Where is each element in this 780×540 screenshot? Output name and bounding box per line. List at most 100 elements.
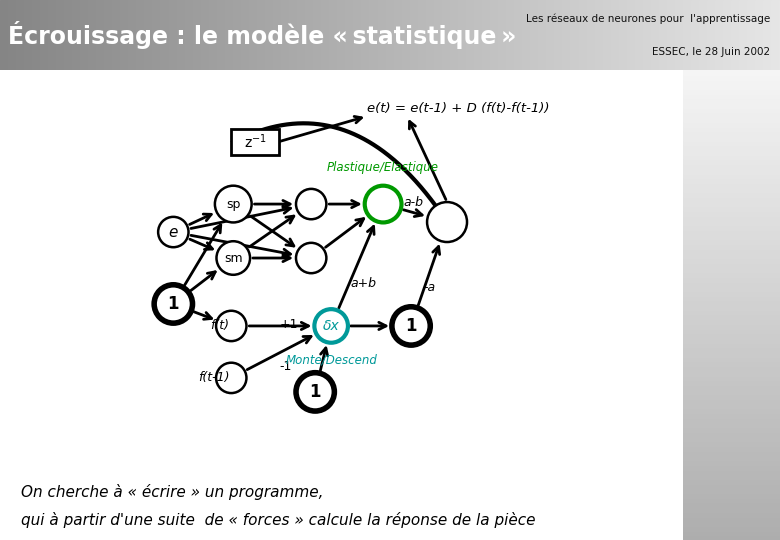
Text: On cherche à « écrire » un programme,: On cherche à « écrire » un programme,	[21, 484, 324, 500]
Bar	[376, 0, 377, 70]
Bar	[682, 230, 780, 234]
Bar	[267, 0, 268, 70]
Bar	[390, 0, 391, 70]
Bar	[538, 0, 539, 70]
Bar	[730, 0, 731, 70]
Bar	[436, 0, 437, 70]
Bar	[766, 0, 767, 70]
Bar	[682, 206, 780, 211]
Text: Écrouissage : le modèle « statistique »: Écrouissage : le modèle « statistique »	[8, 21, 516, 49]
Bar	[544, 0, 545, 70]
Bar	[560, 0, 561, 70]
Bar	[75, 0, 76, 70]
Bar	[277, 0, 278, 70]
Bar	[6, 0, 7, 70]
Bar	[643, 0, 644, 70]
Bar	[328, 0, 329, 70]
Bar	[33, 0, 34, 70]
Bar	[252, 0, 253, 70]
Bar	[772, 0, 773, 70]
Bar	[682, 507, 780, 512]
Bar	[740, 0, 741, 70]
Bar	[557, 0, 558, 70]
Bar	[606, 0, 607, 70]
Bar	[451, 0, 452, 70]
Bar	[722, 0, 723, 70]
Bar	[162, 0, 163, 70]
Bar	[654, 0, 655, 70]
Bar	[754, 0, 755, 70]
Bar	[522, 0, 523, 70]
Bar	[768, 0, 769, 70]
Bar	[8, 0, 9, 70]
Bar	[716, 0, 717, 70]
Bar	[305, 0, 306, 70]
Bar	[721, 0, 722, 70]
Bar	[682, 493, 780, 498]
Bar	[682, 225, 780, 230]
Bar	[697, 0, 698, 70]
Bar	[124, 0, 125, 70]
Bar	[414, 0, 415, 70]
Bar	[682, 484, 780, 488]
Bar	[683, 0, 684, 70]
Bar	[412, 0, 413, 70]
Bar	[682, 399, 780, 404]
Bar	[734, 0, 735, 70]
Bar	[417, 0, 418, 70]
Bar	[15, 0, 16, 70]
Bar	[667, 0, 668, 70]
Bar	[610, 0, 611, 70]
Bar	[565, 0, 566, 70]
Bar	[330, 0, 331, 70]
Bar	[352, 0, 353, 70]
Bar	[225, 0, 226, 70]
Bar	[549, 0, 550, 70]
Bar	[682, 418, 780, 422]
Bar	[499, 0, 500, 70]
Bar	[706, 0, 707, 70]
Bar	[669, 0, 670, 70]
Bar	[249, 0, 250, 70]
Bar	[180, 0, 181, 70]
Bar	[682, 380, 780, 385]
Bar	[759, 0, 760, 70]
Text: a-b: a-b	[404, 195, 424, 208]
Bar	[129, 0, 130, 70]
Bar	[503, 0, 504, 70]
Bar	[314, 0, 315, 70]
Text: -1: -1	[279, 360, 292, 373]
Bar	[63, 0, 64, 70]
Bar	[322, 0, 323, 70]
Bar	[156, 0, 157, 70]
Text: f(t-1): f(t-1)	[198, 372, 229, 384]
Bar	[698, 0, 699, 70]
Bar	[97, 0, 98, 70]
Bar	[771, 0, 772, 70]
Bar	[254, 0, 255, 70]
Bar	[11, 0, 12, 70]
Bar	[452, 0, 453, 70]
Bar	[674, 0, 675, 70]
Bar	[101, 0, 102, 70]
Text: z$^{-1}$: z$^{-1}$	[244, 133, 267, 151]
Bar	[682, 343, 780, 347]
Bar	[682, 328, 780, 333]
Bar	[175, 0, 176, 70]
Bar	[715, 0, 716, 70]
Bar	[682, 498, 780, 502]
Bar	[656, 0, 657, 70]
Bar	[281, 0, 282, 70]
Bar	[132, 0, 133, 70]
Bar	[22, 0, 23, 70]
Bar	[735, 0, 736, 70]
Bar	[293, 0, 294, 70]
Bar	[685, 0, 686, 70]
Bar	[651, 0, 652, 70]
Bar	[478, 0, 479, 70]
Bar	[28, 0, 29, 70]
Bar	[77, 0, 78, 70]
Bar	[705, 0, 706, 70]
Bar	[760, 0, 761, 70]
Bar	[613, 0, 614, 70]
